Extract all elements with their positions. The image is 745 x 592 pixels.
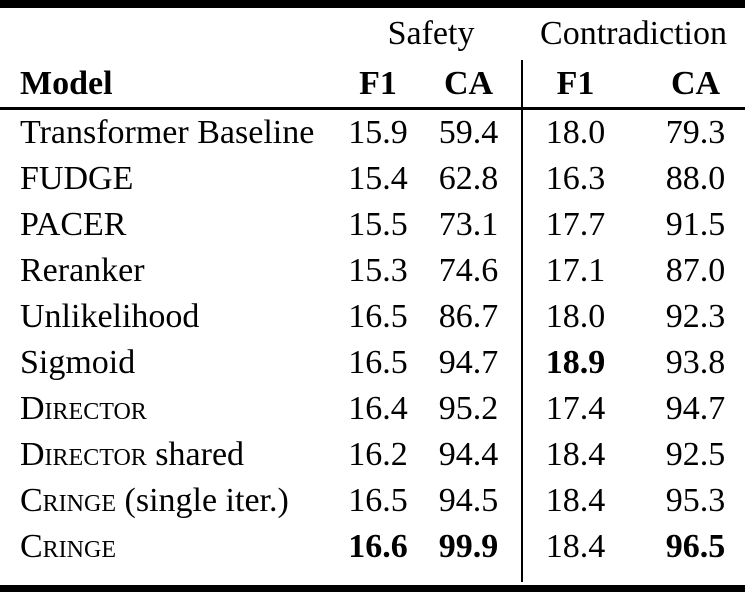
column-header-safety-f1: F1 [340,60,416,110]
safety-ca-cell: 74.6 [416,248,524,294]
table-row: Director shared 16.2 94.4 18.4 92.5 [0,432,745,478]
contradiction-f1-cell: 18.4 [545,482,606,519]
group-spacer [0,8,340,60]
header-group-row: Safety Contradiction [0,8,745,60]
safety-ca-cell: 86.7 [416,294,524,340]
contradiction-ca-cell: 94.7 [665,390,726,427]
safety-f1-cell: 16.4 [348,390,408,427]
safety-f1-cell: 16.2 [348,436,408,473]
table-row: Cringe (single iter.) 16.5 94.5 18.4 95.3 [0,478,745,524]
group-contradiction-label: Contradiction [540,15,727,52]
table-row: Sigmoid 16.5 94.7 18.9 93.8 [0,340,745,386]
contradiction-f1-cell: 18.9 [545,344,606,381]
safety-ca-cell: 99.9 [416,524,524,582]
safety-f1-cell: 16.5 [348,344,408,381]
safety-ca-cell: 94.5 [416,478,524,524]
model-cell: Sigmoid [0,340,340,386]
contradiction-ca-cell: 96.5 [665,528,726,565]
table-row: Director 16.4 95.2 17.4 94.7 [0,386,745,432]
contradiction-ca-cell: 95.3 [665,482,726,519]
contradiction-f1-cell: 18.0 [545,298,606,335]
model-cell: Transformer Baseline [0,109,340,157]
table-row: PACER 15.5 73.1 17.7 91.5 [0,202,745,248]
safety-ca-cell: 94.7 [416,340,524,386]
model-name-segment: Reranker [20,252,145,289]
table-row: FUDGE 15.4 62.8 16.3 88.0 [0,156,745,202]
model-cell: Cringe [0,524,340,582]
safety-f1-cell: 16.5 [348,482,408,519]
contradiction-f1-cell: 17.7 [545,206,606,243]
contradiction-ca-cell: 79.3 [665,114,726,151]
safety-f1-cell: 15.5 [348,206,408,243]
model-cell: FUDGE [0,156,340,202]
contradiction-f1-cell: 18.4 [545,528,606,565]
safety-f1-cell: 15.9 [348,114,408,151]
table-body: Transformer Baseline 15.9 59.4 18.0 79.3 FUDG… [0,108,745,582]
safety-ca-cell: 95.2 [416,386,524,432]
table-row: Unlikelihood 16.5 86.7 18.0 92.3 [0,294,745,340]
model-name-segment: Unlikelihood [20,298,200,335]
model-cell: PACER [0,202,340,248]
model-name-segment: Sigmoid [20,344,136,381]
contradiction-ca-cell: 88.0 [665,160,726,197]
model-name-smallcaps-segment: Cringe [20,482,117,519]
safety-ca-cell: 59.4 [416,108,524,156]
column-header-contradiction-f1: F1 [522,60,629,110]
model-name-smallcaps-segment: Director [20,436,147,473]
contradiction-f1-cell: 18.0 [545,114,606,151]
column-header-model: Model [0,60,340,110]
model-name-smallcaps-segment: Director [20,390,147,427]
safety-ca-cell: 94.4 [416,432,524,478]
contradiction-ca-cell: 92.3 [665,298,726,335]
column-header-safety-ca: CA [416,60,524,110]
model-cell: Cringe (single iter.) [0,478,340,524]
model-name-segment: Transformer Baseline [20,114,315,151]
table-row: Reranker 15.3 74.6 17.1 87.0 [0,248,745,294]
safety-f1-cell: 16.6 [348,528,408,565]
safety-f1-cell: 15.4 [348,160,408,197]
contradiction-ca-cell: 91.5 [665,206,726,243]
contradiction-ca-cell: 92.5 [665,436,726,473]
table-row: Cringe 16.6 99.9 18.4 96.5 [0,524,745,582]
model-name-segment: PACER [20,206,127,243]
model-name-segment: (single iter.) [116,482,289,519]
header-row: Model F1 CA F1 CA [0,60,745,110]
contradiction-f1-cell: 17.1 [545,252,606,289]
results-table: Safety Contradiction Model F1 CA F1 CA T… [0,8,745,582]
column-header-contradiction-ca: CA [628,60,745,110]
model-cell: Director [0,386,340,432]
group-safety-label: Safety [387,15,475,52]
contradiction-ca-cell: 93.8 [665,344,726,381]
model-cell: Reranker [0,248,340,294]
contradiction-ca-cell: 87.0 [665,252,726,289]
safety-f1-cell: 16.5 [348,298,408,335]
contradiction-f1-cell: 17.4 [545,390,606,427]
table-row: Transformer Baseline 15.9 59.4 18.0 79.3 [0,108,745,157]
model-cell: Unlikelihood [0,294,340,340]
safety-ca-cell: 73.1 [416,202,524,248]
model-cell: Director shared [0,432,340,478]
model-name-segment: shared [146,436,245,473]
model-name-segment: FUDGE [20,160,134,197]
contradiction-f1-cell: 18.4 [545,436,606,473]
safety-ca-cell: 62.8 [416,156,524,202]
contradiction-f1-cell: 16.3 [545,160,606,197]
safety-f1-cell: 15.3 [348,252,408,289]
model-name-smallcaps-segment: Cringe [20,528,117,565]
